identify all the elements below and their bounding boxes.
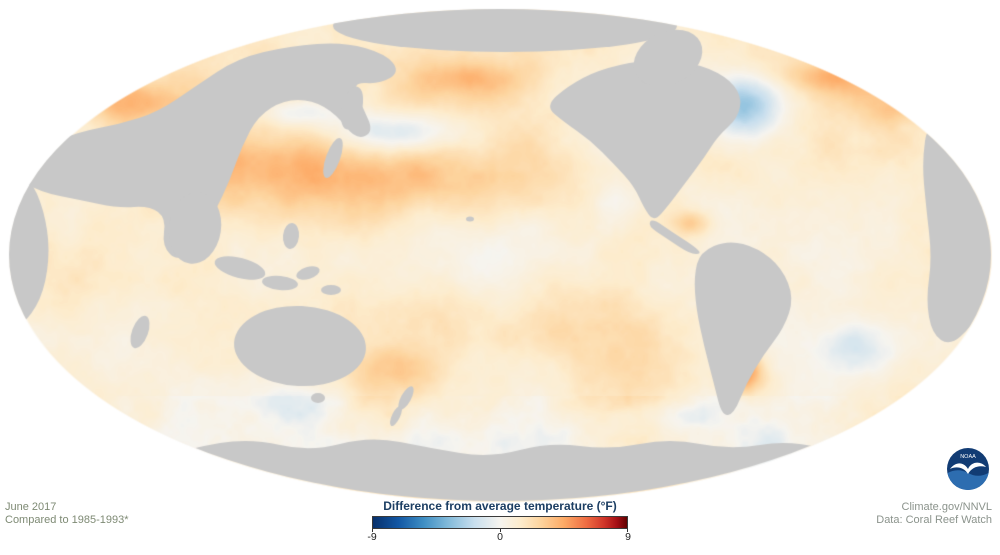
credit-data: Data: Coral Reef Watch: [876, 514, 992, 526]
colorbar-tick-labels: -9 0 9: [367, 531, 631, 545]
map-date: June 2017: [5, 501, 57, 513]
colorbar: [372, 516, 628, 529]
legend-title: Difference from average temperature (°F): [383, 499, 617, 513]
map-baseline-note: Compared to 1985-1993*: [5, 514, 129, 526]
legend-min-label: -9: [367, 531, 377, 543]
world-temperature-anomaly-map: [0, 0, 1000, 505]
noaa-logo-gull-icon: [950, 462, 986, 474]
colorbar-wrap: [372, 516, 628, 532]
colorbar-tick-min: [372, 529, 373, 532]
legend-max-label: 9: [625, 531, 631, 543]
noaa-logo: NOAA: [947, 448, 989, 490]
legend-mid-label: 0: [497, 531, 503, 543]
map-date-block: June 2017 Compared to 1985-1993*: [5, 501, 129, 527]
noaa-logo-text: NOAA: [960, 454, 976, 460]
colorbar-tick-max: [627, 529, 628, 532]
credit-source: Climate.gov/NNVL: [901, 501, 992, 513]
colorbar-tick-mid: [500, 529, 501, 532]
noaa-logo-sea: [947, 470, 989, 490]
colorbar-legend: Difference from average temperature (°F)…: [330, 499, 670, 545]
credit-block: Climate.gov/NNVL Data: Coral Reef Watch: [876, 501, 992, 527]
